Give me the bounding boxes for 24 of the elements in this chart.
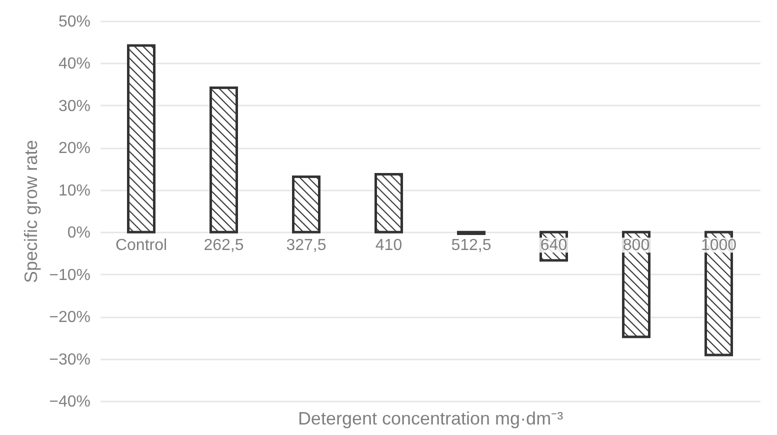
y-tick-label: −40%	[49, 394, 90, 410]
y-tick-label: −20%	[49, 309, 90, 326]
x-axis-title: Detergent concentration mg·dm⁻³	[298, 408, 564, 428]
bar	[292, 176, 320, 234]
y-axis-title: Specific grow rate	[21, 140, 42, 284]
x-tick-label: 512,5	[451, 237, 492, 254]
bar	[210, 86, 238, 234]
x-tick-label: Control	[115, 237, 168, 254]
y-tick-label: −30%	[49, 351, 90, 368]
x-tick-label: 262,5	[204, 237, 244, 254]
x-tick-label: 327,5	[286, 237, 326, 254]
x-tick-label: 1000	[700, 237, 737, 254]
bar	[127, 44, 156, 234]
y-tick-label: 40%	[58, 56, 90, 73]
x-tick-label: 640	[540, 237, 568, 254]
x-tick-label: 800	[622, 237, 650, 254]
y-tick-label: 50%	[58, 14, 90, 30]
bar	[374, 173, 403, 234]
y-tick-label: 10%	[58, 182, 90, 200]
y-tick-label: −10%	[49, 266, 90, 284]
y-tick-label: 20%	[58, 140, 90, 158]
y-tick-label: 0%	[67, 224, 90, 242]
x-tick-label: 410	[375, 237, 402, 254]
y-tick-label: 30%	[58, 98, 90, 115]
